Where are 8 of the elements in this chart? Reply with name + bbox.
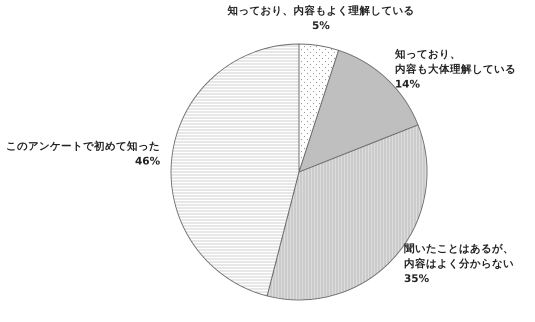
slice-label: 知っており、内容もよく理解している — [226, 4, 414, 17]
slice-label: 知っており、内容も大体理解している — [394, 47, 516, 76]
data-label: 46% — [134, 155, 161, 168]
data-label: 35% — [404, 273, 430, 286]
slice-label: このアンケートで初めて知った — [6, 139, 160, 152]
data-label: 5% — [312, 20, 330, 32]
data-label: 14% — [394, 78, 420, 90]
slice-label: 聞いたことはあるが、内容はよく分からない — [404, 242, 514, 270]
